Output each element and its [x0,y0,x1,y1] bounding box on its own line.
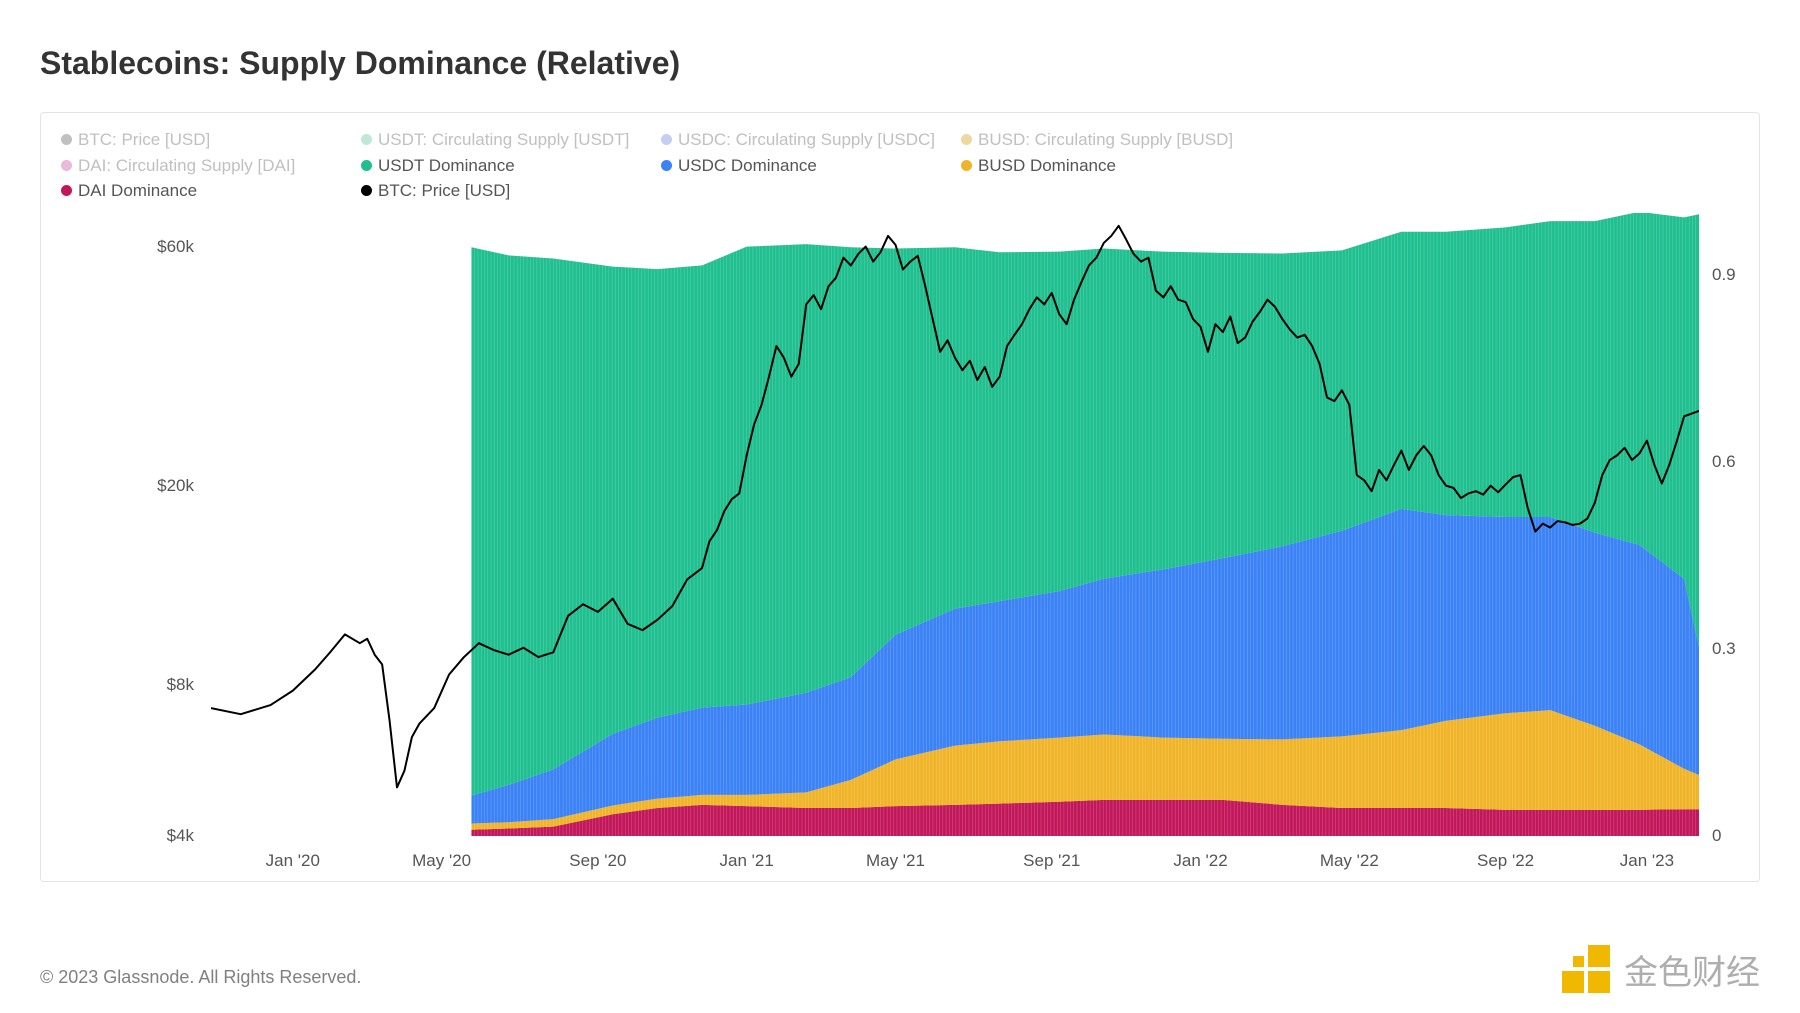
legend-label: BUSD Dominance [978,153,1116,179]
legend-item[interactable]: BTC: Price [USD] [61,127,361,153]
x-label: Sep '20 [569,851,626,871]
overlay-brand-text: 金色财经 [1624,945,1760,994]
legend-item[interactable]: DAI Dominance [61,178,361,204]
legend-dot-icon [61,134,72,145]
legend-dot-icon [61,160,72,171]
legend-dot-icon [361,160,372,171]
x-label: Jan '20 [266,851,320,871]
legend-label: BUSD: Circulating Supply [BUSD] [978,127,1233,153]
y-left-label: $20k [157,476,194,496]
y-left-label: $60k [157,237,194,257]
brand-logo: 金色财经 [1562,943,1760,995]
legend-item[interactable]: USDC Dominance [661,153,961,179]
legend-label: USDT: Circulating Supply [USDT] [378,127,629,153]
legend-dot-icon [661,160,672,171]
legend-item[interactable]: BUSD Dominance [961,153,1221,179]
brand-icon [1562,943,1614,995]
legend: BTC: Price [USD]DAI: Circulating Supply … [61,127,1739,204]
copyright-footer: © 2023 Glassnode. All Rights Reserved. [40,967,361,988]
chart-container: BTC: Price [USD]DAI: Circulating Supply … [40,112,1760,882]
legend-dot-icon [961,134,972,145]
legend-item[interactable]: BUSD: Circulating Supply [BUSD] [961,127,1221,153]
legend-item[interactable]: BTC: Price [USD] [361,178,661,204]
x-axis: Jan '20 May '20 Sep '20 Jan '21 May '21 Sep '… [211,841,1699,881]
x-label: Sep '21 [1023,851,1080,871]
y-right-label: 0.3 [1712,639,1736,659]
y-left-label: $8k [167,675,194,695]
legend-label: DAI: Circulating Supply [DAI] [78,153,295,179]
y-right-label: 0.9 [1712,265,1736,285]
legend-item[interactable]: USDT: Circulating Supply [USDT] [361,127,661,153]
legend-dot-icon [961,160,972,171]
legend-dot-icon [661,134,672,145]
x-label: May '22 [1320,851,1379,871]
legend-item[interactable]: DAI: Circulating Supply [DAI] [61,153,361,179]
x-label: Jan '21 [720,851,774,871]
x-label: Jan '23 [1620,851,1674,871]
x-label: Sep '22 [1477,851,1534,871]
y-right-label: 0 [1712,826,1721,846]
legend-label: USDC Dominance [678,153,817,179]
x-label: May '21 [866,851,925,871]
legend-label: USDC: Circulating Supply [USDC] [678,127,935,153]
chart-title: Stablecoins: Supply Dominance (Relative) [40,45,1760,82]
legend-label: BTC: Price [USD] [378,178,510,204]
legend-label: DAI Dominance [78,178,197,204]
x-label: Jan '22 [1173,851,1227,871]
plot-area [211,213,1699,836]
legend-dot-icon [361,134,372,145]
legend-item[interactable]: USDC: Circulating Supply [USDC] [661,127,961,153]
chart-svg [211,213,1699,836]
y-left-label: $4k [167,826,194,846]
legend-label: BTC: Price [USD] [78,127,210,153]
y-axis-right: 0.90.60.30 [1704,213,1759,836]
legend-item[interactable]: USDT Dominance [361,153,661,179]
legend-dot-icon [61,185,72,196]
legend-dot-icon [361,185,372,196]
legend-label: USDT Dominance [378,153,515,179]
y-right-label: 0.6 [1712,452,1736,472]
y-axis-left: $60k$20k$8k$4k [41,213,206,836]
x-label: May '20 [412,851,471,871]
